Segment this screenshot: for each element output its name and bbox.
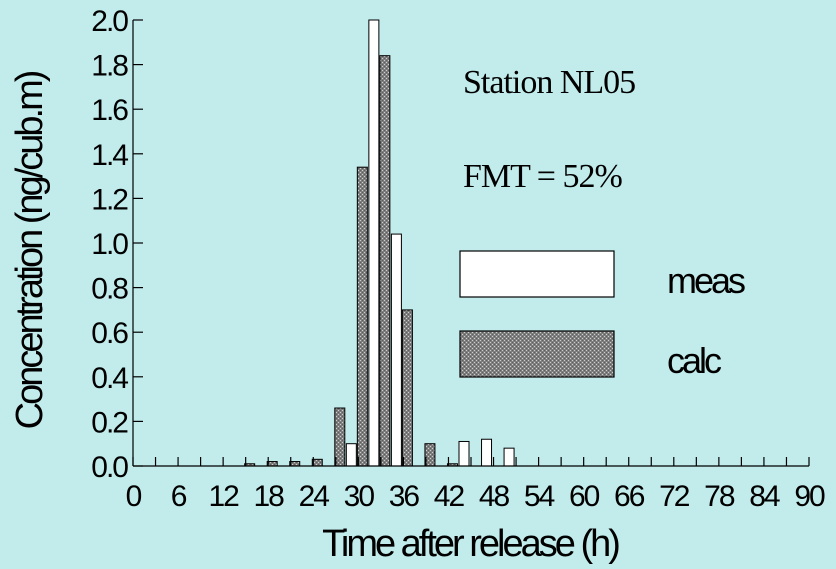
bar-calc [401,309,413,467]
y-tick-label: 1.6 [91,94,128,127]
bar-meas [503,447,515,467]
y-tick-label: 0.8 [91,273,128,306]
bar-calc [379,55,391,467]
y-tick-label: 0.6 [91,317,128,350]
bar-meas [458,440,470,467]
x-tick-label: 24 [299,480,330,513]
bar-meas [345,443,357,467]
x-tick-label: 54 [524,480,555,513]
y-tick-label: 1.0 [91,228,128,261]
x-tick-label: 18 [254,480,285,513]
legend-label-calc: calc [667,340,722,381]
x-tick-label: 6 [171,480,187,513]
x-tick-label: 42 [434,480,465,513]
y-axis-ticks: 0.0 0.2 0.4 0.6 0.8 1.0 1.2 1.4 1.6 1.8 2.0 [91,5,143,484]
y-tick-label: 1.2 [91,183,128,216]
legend-swatch-calc [459,330,615,378]
y-tick-label: 1.4 [91,139,128,172]
x-tick-label: 36 [389,480,420,513]
x-tick-label: 72 [659,480,690,513]
legend-label-meas: meas [667,260,745,301]
x-tick-label: 30 [344,480,375,513]
y-tick-label: 2.0 [91,5,128,38]
fmt-annotation: FMT = 52% [463,158,622,195]
x-tick-label: 0 [126,480,142,513]
x-tick-label: 78 [704,480,735,513]
y-tick-label: 0.4 [91,362,128,395]
legend: meas calc [459,250,748,381]
x-tick-label: 66 [614,480,645,513]
x-tick-label: 48 [479,480,510,513]
bar-meas [390,233,402,467]
x-axis-title: Time after release (h) [322,523,619,565]
x-tick-label: 90 [794,480,825,513]
y-axis-title: Concentration (ng/cub.m) [9,71,51,429]
station-annotation: Station NL05 [463,64,635,101]
x-tick-label: 60 [569,480,600,513]
x-tick-label: 84 [749,480,780,513]
bar-meas [368,19,380,467]
x-tick-label: 12 [208,480,239,513]
bar-calc [356,166,368,467]
y-tick-label: 0.2 [91,406,128,439]
legend-swatch-meas [459,250,615,298]
y-tick-label: 1.8 [91,50,128,83]
bars-group [244,19,515,467]
bar-meas [481,438,493,467]
y-tick-label: 0.0 [91,451,128,484]
x-axis-ticks: 0 6 12 18 24 30 36 42 48 54 60 66 72 78 84 90 [126,457,827,513]
